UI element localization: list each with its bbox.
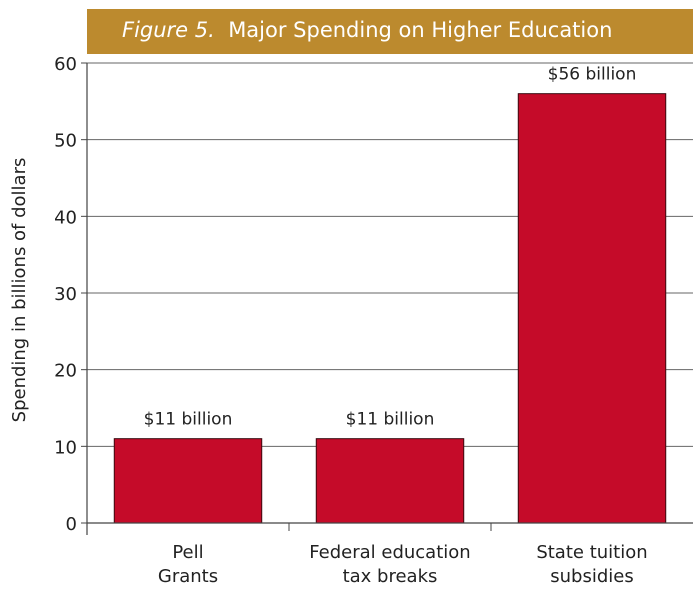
y-tick-labels: 0 10 20 30 40 50 60 (54, 54, 77, 535)
y-axis-label: Spending in billions of dollars (9, 158, 30, 423)
title-text: Major Spending on Higher Education (228, 18, 613, 42)
y-tick-label: 0 (66, 514, 77, 535)
y-tick-label: 10 (54, 437, 77, 458)
bars (113, 93, 667, 524)
data-labels: $11 billion $11 billion $56 billion (144, 65, 637, 430)
x-tick-label: tax breaks (343, 566, 438, 587)
y-tick-label: 50 (54, 131, 77, 152)
bar (315, 438, 465, 524)
axes (86, 63, 693, 535)
x-tick-label: Pell (172, 542, 203, 563)
bar (517, 93, 667, 524)
chart-title: Figure 5. Major Spending on Higher Educa… (122, 18, 612, 42)
bar (113, 438, 263, 524)
x-tick-label: Grants (158, 566, 218, 587)
y-tick-label: 60 (54, 54, 77, 75)
bar-value-label: $11 billion (346, 410, 435, 430)
figure-label: Figure 5. (122, 18, 215, 42)
x-tick-labels: Pell Grants Federal education tax breaks Sta… (158, 542, 648, 587)
x-tick-label: Federal education (309, 542, 470, 563)
bar-value-label: $56 billion (548, 65, 637, 85)
title-banner (87, 9, 693, 54)
x-tick-label: State tuition (536, 542, 647, 563)
y-tick-label: 20 (54, 361, 77, 382)
x-tick-label: subsidies (550, 566, 633, 587)
y-tick-label: 30 (54, 284, 77, 305)
y-tick-label: 40 (54, 207, 77, 228)
bar-value-label: $11 billion (144, 410, 233, 430)
